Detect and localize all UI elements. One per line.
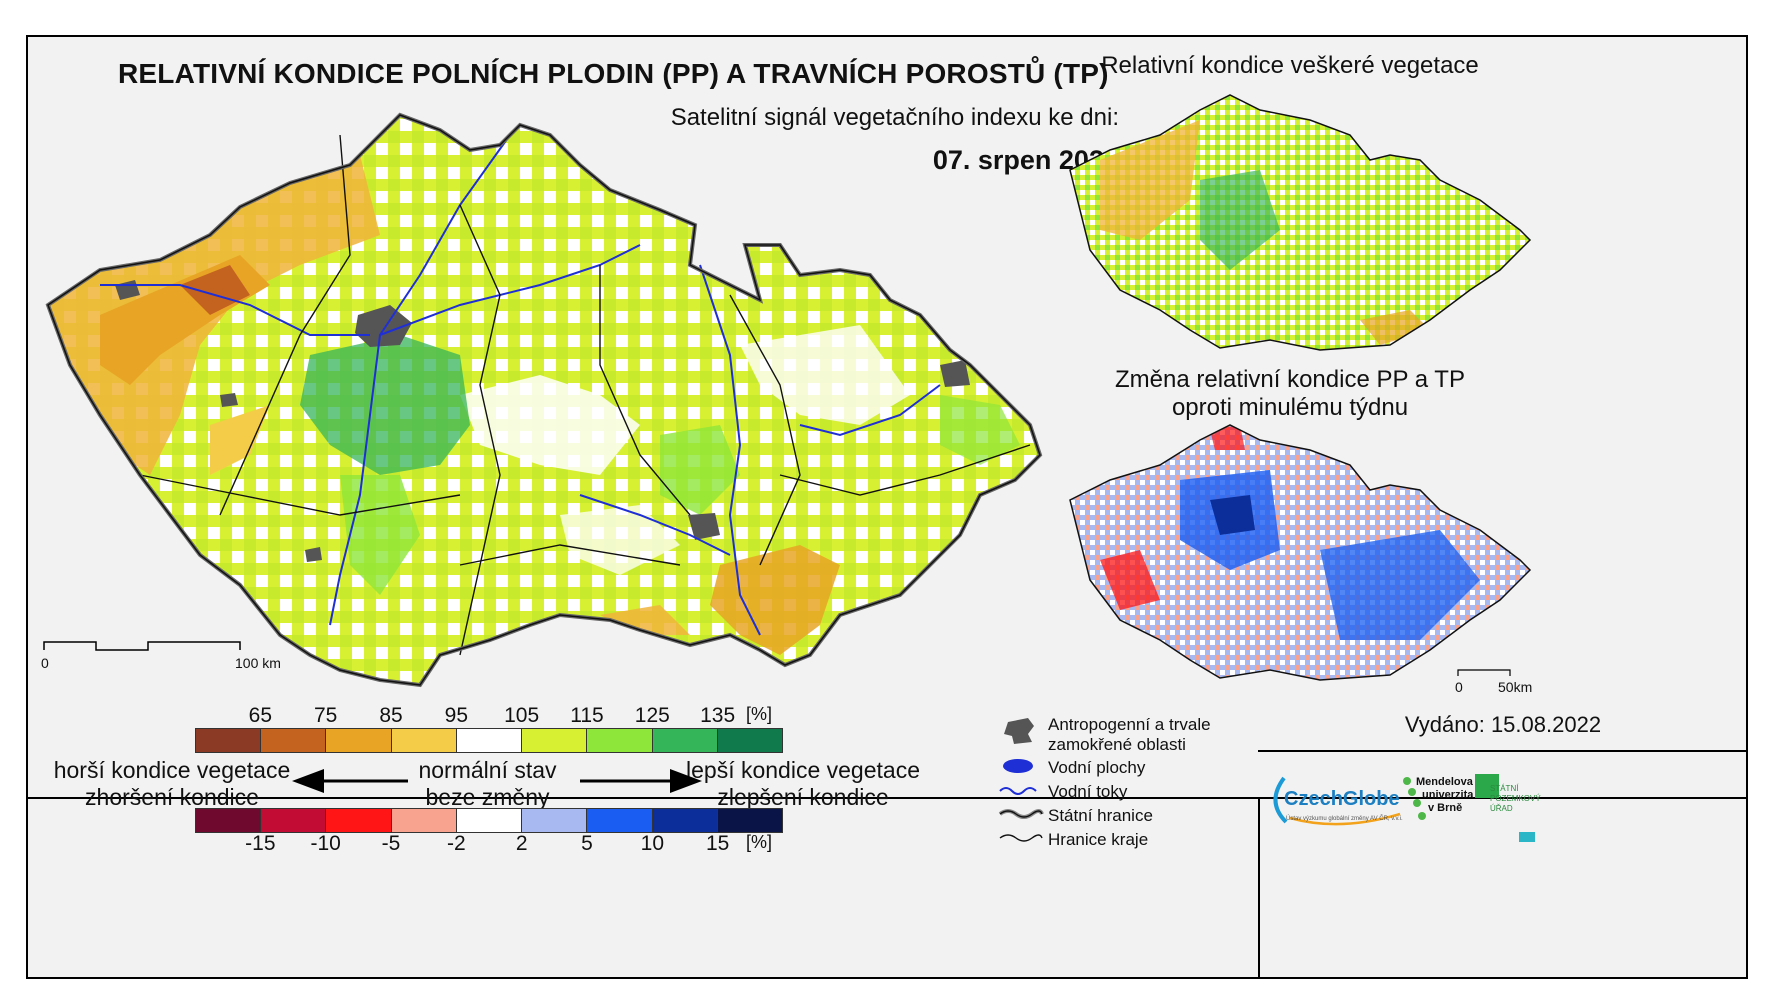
change-swatch-0 [196,809,262,832]
condition-swatch-2 [326,729,392,752]
inset-bottom-title-line1: Změna relativní kondice PP a TP [1115,366,1465,393]
change-tick-5: 5 [581,832,593,855]
condition-tick-1: 75 [313,704,338,727]
legend-urban: Antropogenní a trvale zamokřené oblasti [1048,715,1211,754]
condition-swatch-0 [196,729,262,752]
condition-tick-6: 125 [634,704,670,727]
condition-swatch-3 [391,729,457,752]
change-tick-7: 15 [705,832,730,855]
inset-bottom-title-line2: oproti minulému týdnu [1171,394,1409,421]
change-tick-0: -15 [245,832,276,855]
legend-state-border: Státní hranice [1048,806,1153,825]
mendelu-line3: v Brně [1428,802,1463,814]
arrow-right-icon [670,769,702,793]
change-tick-1: -10 [310,832,341,855]
inset-top-title: Relativní kondice veškeré vegetace [1101,52,1479,79]
inset-scale-end: 50km [1498,679,1533,695]
main-subtitle: Satelitní signál vegetačního indexu ke d… [670,104,1119,131]
change-tick-4: 2 [515,832,528,855]
condition-tick-7: 135 [700,704,736,727]
inset-top-map [1069,94,1531,351]
czechglobe-subtitle: Ústav výzkumu globální změny AV ČR, v.v.… [1286,816,1403,822]
change-swatch-8 [717,809,782,832]
change-tick-6: 10 [640,832,665,855]
main-scale-end: 100 km [235,655,281,671]
river-icon [999,787,1037,795]
condition-tick-0: 65 [248,704,273,727]
change-tick-2: -5 [381,832,401,855]
legend-water-areas: Vodní plochy [1048,758,1146,777]
inset-bottom-map [1069,424,1531,681]
caption-left-line1: horší kondice vegetace [53,757,291,783]
legend-arrows [292,769,702,793]
inset-bottom-title: Změna relativní kondice PP a TP oproti m… [1070,366,1510,422]
main-scale-zero: 0 [41,655,49,671]
mendelu-line1: Mendelova [1416,776,1473,788]
main-map [43,113,1042,687]
change-swatch-5 [522,809,588,832]
legend-divider [1258,797,1260,979]
water-area-icon [1003,759,1033,773]
czechglobe-swoosh-icon [1273,776,1401,826]
arrow-left-icon [292,769,324,793]
legend-rivers: Vodní toky [1048,782,1128,801]
main-title: RELATIVNÍ KONDICE POLNÍCH PLODIN (PP) A … [118,58,1109,89]
legend-region-border: Hranice kraje [1048,830,1149,849]
condition-tick-5: 115 [570,704,604,727]
condition-swatch-1 [261,729,327,752]
condition-tick-3: 95 [444,704,469,727]
caption-center: normální stav beze změny [405,757,570,811]
change-tick-3: -2 [446,832,466,855]
inset-scale-bar [1457,669,1511,676]
symbol-icons [998,718,1044,842]
caption-right: lepší kondice vegetace zlepšení kondice [683,757,923,811]
change-swatch-2 [326,809,392,832]
spu-line2: POZEMKOVÝ [1490,794,1541,803]
condition-color-ramp [195,728,783,753]
main-scale-bar [43,641,241,651]
change-swatch-6 [587,809,653,832]
mendelu-line2: univerzita [1422,789,1474,801]
czechglobe-name: CzechGlobe [1284,788,1400,810]
issued-date: Vydáno: 15.08.2022 [1404,712,1602,737]
mendelu-dots-icon [1403,777,1426,820]
caption-center-line1: normální stav [418,757,557,783]
condition-unit: [%] [745,704,773,724]
change-swatch-3 [391,809,457,832]
caption-right-line1: lepší kondice vegetace [686,757,920,783]
change-color-ramp [195,808,783,833]
issued-divider [1258,750,1748,752]
mendelu-name: Mendelova univerzita v Brně [1416,776,1473,815]
condition-swatch-7 [652,729,718,752]
condition-tick-2: 85 [379,704,403,727]
condition-tick-4: 105 [504,704,540,727]
inset-scale-zero: 0 [1455,679,1463,695]
condition-swatch-8 [717,729,782,752]
spu-teal-square-icon [1519,832,1535,842]
caption-left-line2: zhoršení kondice [85,784,259,810]
caption-center-line2: beze změny [425,784,550,810]
caption-left: horší kondice vegetace zhoršení kondice [52,757,292,811]
change-swatch-1 [261,809,327,832]
spu-line1: STÁTNÍ [1490,784,1519,793]
urban-area-icon [1004,718,1034,744]
condition-swatch-6 [587,729,653,752]
region-border-icon [999,834,1043,842]
change-unit: [%] [745,832,773,852]
condition-swatch-4 [456,729,523,752]
spu-name: STÁTNÍ POZEMKOVÝ ÚŘAD [1490,784,1541,814]
change-swatch-7 [652,809,718,832]
caption-right-line2: zlepšení kondice [717,784,889,810]
spu-green-square-icon [1475,774,1499,798]
condition-swatch-5 [522,729,588,752]
spu-line3: ÚŘAD [1490,804,1513,813]
change-swatch-4 [456,809,523,832]
